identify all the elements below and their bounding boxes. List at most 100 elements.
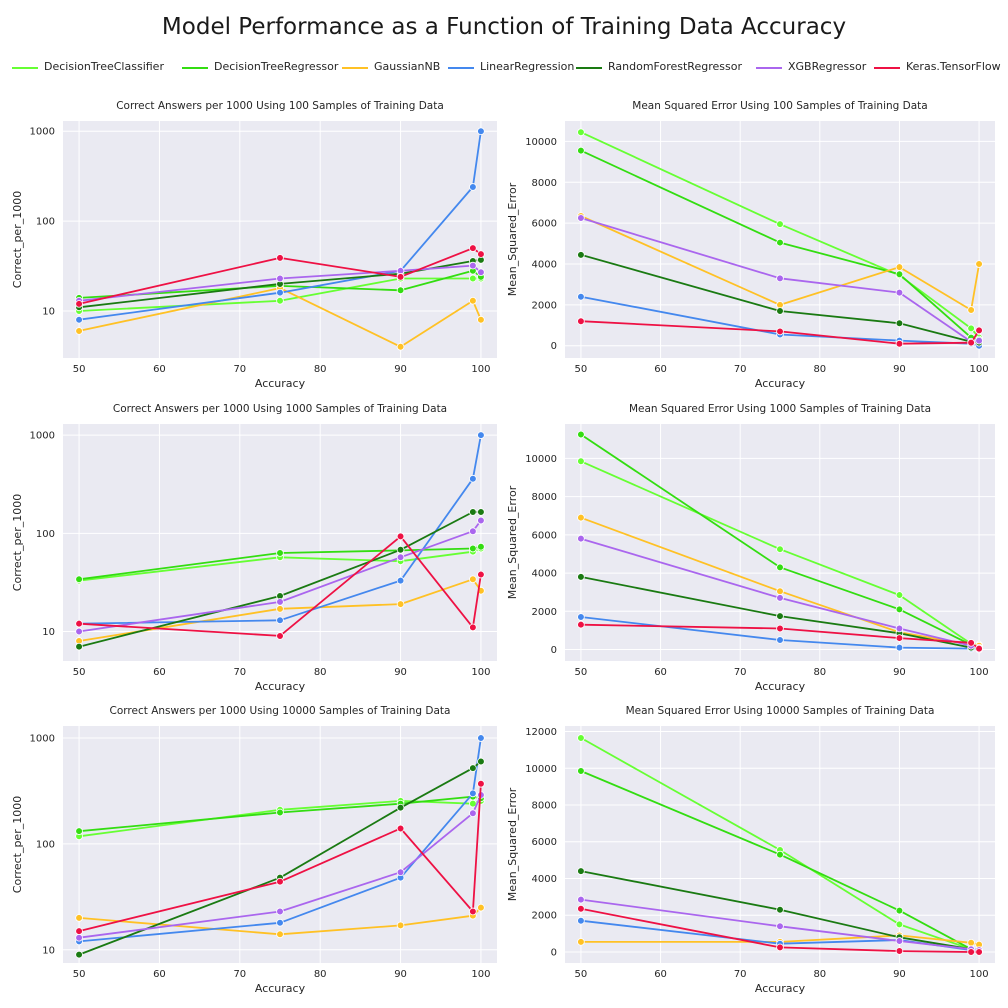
data-point	[477, 516, 485, 525]
y-tick-label: 1000	[30, 127, 55, 138]
x-tick-label: 60	[654, 667, 667, 678]
x-tick-label: 60	[153, 364, 166, 375]
data-point	[75, 642, 83, 651]
data-point	[276, 288, 284, 297]
data-point	[895, 920, 904, 929]
x-tick-label: 70	[233, 364, 246, 375]
y-axis-label: Correct_per_1000	[11, 191, 24, 288]
data-point	[276, 808, 284, 817]
y-tick-label: 4000	[532, 260, 557, 271]
data-point	[895, 906, 904, 915]
data-point	[577, 734, 585, 742]
x-tick-label: 70	[734, 969, 747, 980]
x-axis-label: Accuracy	[755, 982, 806, 995]
y-tick-label: 10000	[525, 137, 557, 148]
x-tick-label: 100	[970, 969, 989, 980]
y-tick-label: 100	[36, 529, 55, 540]
data-point	[477, 734, 485, 742]
data-point	[469, 623, 477, 632]
legend-swatch	[448, 67, 474, 69]
plot-area	[63, 726, 497, 963]
x-tick-label: 90	[394, 969, 407, 980]
x-tick-label: 100	[471, 969, 490, 980]
x-tick-label: 70	[734, 364, 747, 375]
chart-panel: 50 60 70 80 90 100 0 2000 4000 6000 8000 10000 Mean …	[506, 100, 995, 390]
data-point	[577, 430, 585, 439]
x-tick-label: 100	[471, 364, 490, 375]
data-point	[276, 930, 284, 939]
y-tick-label: 8000	[532, 801, 557, 812]
data-point	[895, 319, 904, 328]
y-tick-label: 100	[36, 217, 55, 228]
y-tick-label: 1000	[30, 431, 55, 442]
x-tick-label: 70	[233, 667, 246, 678]
data-point	[477, 779, 485, 788]
data-point	[276, 877, 284, 886]
chart-title: Mean Squared Error Using 10000 Samples o…	[626, 705, 935, 717]
x-tick-label: 90	[893, 667, 906, 678]
data-point	[776, 922, 784, 931]
data-point	[477, 542, 485, 551]
data-point	[396, 600, 405, 608]
y-tick-label: 0	[551, 947, 557, 958]
data-point	[477, 315, 485, 324]
data-point	[396, 803, 405, 812]
x-tick-label: 80	[813, 969, 826, 980]
data-point	[577, 534, 585, 543]
data-point	[396, 286, 405, 295]
data-point	[75, 914, 83, 922]
data-point	[577, 895, 585, 904]
data-point	[276, 918, 284, 927]
y-tick-label: 100	[36, 839, 55, 850]
data-point	[477, 250, 485, 258]
y-axis-label: Mean_Squared_Error	[506, 182, 519, 296]
data-point	[577, 513, 585, 522]
data-point	[577, 128, 585, 137]
y-tick-label: 10	[42, 945, 55, 956]
data-point	[396, 868, 405, 877]
data-point	[967, 639, 975, 647]
data-point	[396, 824, 405, 833]
data-point	[276, 296, 284, 305]
x-axis-label: Accuracy	[255, 377, 306, 390]
chart-title: Correct Answers per 1000 Using 1000 Samp…	[113, 403, 447, 415]
chart-panel: 50 60 70 80 90 100 10 100 1000 Correct Answers pe…	[11, 403, 497, 693]
x-tick-label: 50	[73, 667, 86, 678]
data-point	[477, 431, 485, 439]
data-point	[895, 624, 904, 633]
data-point	[75, 575, 83, 584]
data-point	[577, 457, 585, 466]
x-tick-label: 60	[654, 364, 667, 375]
x-tick-label: 50	[73, 969, 86, 980]
data-point	[577, 613, 585, 621]
x-tick-label: 100	[970, 364, 989, 375]
y-tick-label: 8000	[532, 492, 557, 503]
y-tick-label: 0	[551, 645, 557, 656]
data-point	[469, 474, 477, 483]
x-axis-label: Accuracy	[255, 982, 306, 995]
data-point	[895, 605, 904, 614]
x-axis-label: Accuracy	[255, 680, 306, 693]
y-tick-label: 10000	[525, 454, 557, 465]
y-tick-label: 10	[42, 627, 55, 638]
data-point	[975, 260, 983, 268]
chart-panel: 50 60 70 80 90 100 0 2000 4000 6000 8000 10000 Mean …	[506, 403, 995, 693]
data-point	[75, 827, 83, 835]
y-axis-label: Mean_Squared_Error	[506, 485, 519, 599]
data-point	[276, 549, 284, 557]
data-point	[895, 339, 904, 348]
data-point	[276, 907, 284, 916]
x-tick-label: 100	[970, 667, 989, 678]
data-point	[75, 927, 83, 935]
data-point	[469, 508, 477, 516]
data-point	[776, 274, 784, 283]
legend-label: Keras.TensorFlow	[906, 60, 1001, 73]
x-tick-label: 50	[575, 364, 588, 375]
data-point	[975, 326, 983, 335]
legend-label: DecisionTreeRegressor	[214, 60, 339, 73]
data-point	[469, 575, 477, 584]
legend-swatch	[576, 67, 602, 69]
data-point	[577, 905, 585, 913]
data-point	[895, 937, 904, 945]
data-point	[967, 938, 975, 947]
